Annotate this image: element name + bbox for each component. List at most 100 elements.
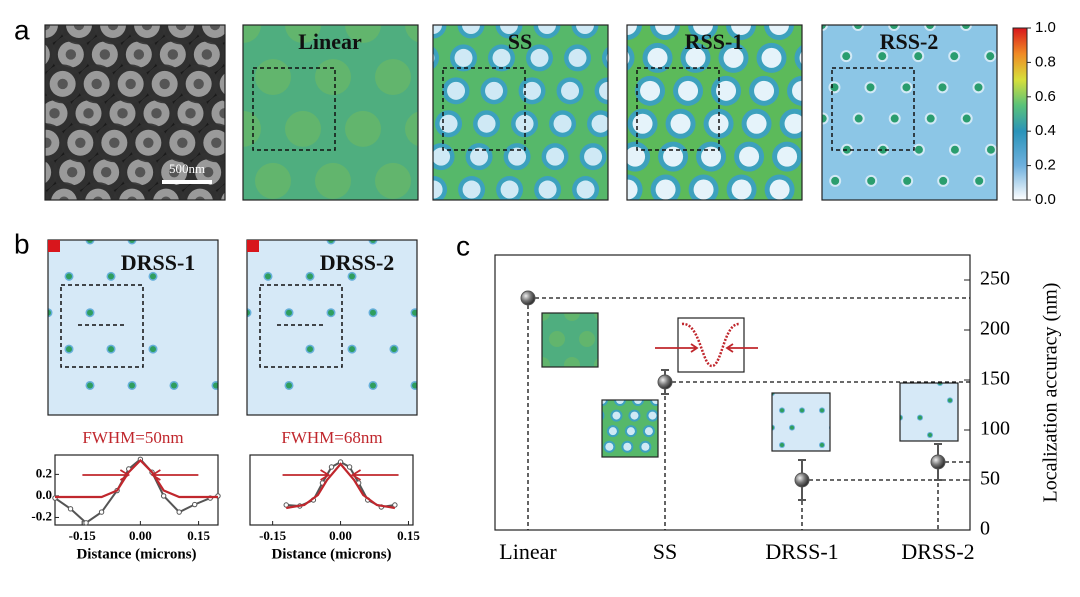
image-dot	[948, 329, 952, 333]
image-dot	[686, 394, 698, 406]
image-dot	[379, 213, 397, 231]
image-dot	[654, 461, 670, 477]
image-dot	[850, 356, 854, 360]
image-dot	[659, 0, 677, 1]
image-dot	[601, 346, 607, 352]
image-dot	[580, 528, 586, 534]
image-dot	[632, 472, 644, 484]
image-dot	[760, 270, 768, 278]
image-dot	[623, 442, 632, 451]
image-dot	[65, 417, 74, 426]
x-tick-label: Linear	[499, 539, 557, 564]
image-dot	[861, 278, 881, 298]
image-dot	[877, 415, 883, 421]
image-dot	[695, 0, 725, 7]
image-dot	[508, 147, 527, 166]
image-dot	[474, 272, 483, 281]
image-dot	[728, 458, 736, 466]
image-dot	[645, 213, 663, 231]
image-dot	[739, 442, 745, 448]
image-dot	[849, 459, 855, 465]
image-dot	[477, 114, 496, 133]
image-dot	[610, 212, 630, 232]
image-dot	[849, 425, 855, 431]
image-dot	[685, 47, 706, 68]
image-dot	[652, 474, 660, 482]
image-dot	[264, 417, 273, 426]
image-dot	[773, 306, 803, 336]
image-dot	[107, 25, 119, 31]
image-dot	[866, 268, 878, 280]
measured-point	[192, 501, 198, 508]
image-dot	[609, 505, 617, 513]
image-dot	[586, 0, 606, 2]
image-dot	[770, 356, 774, 360]
image-dot	[860, 443, 864, 447]
image-dot	[952, 239, 960, 247]
image-dot	[757, 490, 765, 498]
image-dot	[1059, 146, 1067, 154]
arrow	[150, 469, 199, 481]
image-dot	[93, 196, 103, 200]
image-dot	[247, 309, 250, 316]
image-dot	[102, 0, 141, 15]
image-dot	[996, 116, 997, 121]
roi-box	[252, 67, 336, 151]
image-dot	[603, 209, 630, 236]
image-dot	[958, 485, 962, 489]
image-dot	[870, 495, 874, 499]
fwhm-label: FWHM=68nm	[281, 428, 382, 447]
image-dot	[749, 425, 755, 431]
image-dot	[233, 345, 242, 354]
image-dot	[602, 413, 603, 418]
image-dot	[684, 461, 700, 477]
image-dot	[317, 0, 335, 1]
image-dot	[191, 417, 200, 426]
image-dot	[538, 237, 544, 243]
image-dot	[760, 474, 768, 482]
image-dot	[565, 209, 592, 236]
image-dot	[275, 417, 284, 426]
image-dot	[530, 48, 549, 67]
image-dot	[82, 0, 92, 1]
image-dot	[556, 410, 568, 422]
data-point	[794, 472, 810, 488]
colorbar-tick-label: 1.0	[1035, 19, 1056, 36]
image-dot	[679, 425, 691, 437]
image-dot	[753, 505, 761, 513]
image-dot	[459, 383, 475, 399]
image-dot	[427, 0, 454, 6]
image-dot	[740, 408, 744, 412]
image-dot	[822, 114, 827, 123]
image-dot	[391, 226, 401, 236]
image-dot	[160, 455, 166, 461]
image-dot	[854, 311, 874, 331]
image-dot	[471, 312, 489, 330]
image-dot	[1072, 302, 1080, 310]
image-dot	[857, 415, 863, 421]
image-dot	[800, 408, 804, 413]
image-dot	[23, 199, 32, 208]
image-dot	[433, 273, 439, 279]
image-dot	[742, 474, 750, 482]
image-dot	[706, 279, 724, 297]
image-dot	[549, 227, 565, 243]
image-dot	[584, 380, 592, 388]
image-dot	[185, 108, 196, 119]
image-dot	[40, 0, 66, 9]
image-dot	[810, 460, 814, 464]
image-dot	[847, 432, 853, 438]
image-dot	[533, 365, 541, 373]
image-dot	[656, 458, 664, 466]
image-dot	[580, 396, 588, 404]
y-tick-label: 0	[980, 518, 990, 540]
image-dot	[659, 443, 667, 451]
colorbar-tick-label: 0.8	[1035, 53, 1056, 70]
image-dot	[623, 312, 641, 330]
image-dot	[24, 128, 30, 134]
image-dot	[138, 490, 147, 499]
image-dot	[405, 25, 418, 43]
image-dot	[233, 272, 242, 281]
image-dot	[507, 0, 525, 1]
image-dot	[393, 0, 411, 1]
